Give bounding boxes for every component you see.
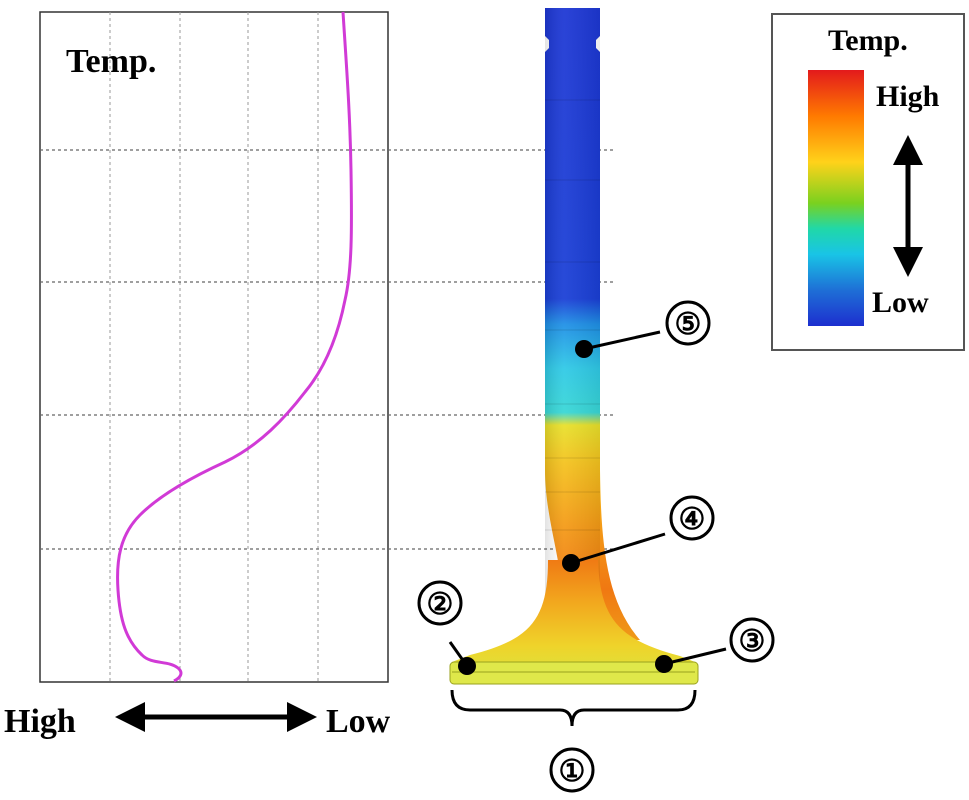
legend-color-bar xyxy=(808,70,864,326)
plot-frame xyxy=(39,11,389,683)
callout-1: ① xyxy=(549,747,595,793)
temperature-legend: Temp. High Low xyxy=(771,13,965,351)
legend-high-label: High xyxy=(876,80,940,113)
legend-title: Temp. xyxy=(828,24,908,57)
callout-4: ④ xyxy=(669,495,715,541)
legend-frame xyxy=(771,13,965,351)
temperature-plot: Temp. High Low xyxy=(4,11,615,740)
callout-2: ② xyxy=(417,580,463,626)
temperature-curve xyxy=(116,11,353,683)
engine-valve: ⑤ ④ ② ③ ① xyxy=(417,8,775,793)
valve-seat xyxy=(449,661,699,685)
legend-low-label: Low xyxy=(872,286,929,319)
x-axis-high-label: High xyxy=(4,703,76,740)
svg-text:⑤: ⑤ xyxy=(675,308,702,341)
svg-text:③: ③ xyxy=(739,625,766,658)
svg-text:④: ④ xyxy=(679,503,706,536)
x-axis-low-label: Low xyxy=(326,703,391,740)
callout-5: ⑤ xyxy=(665,300,711,346)
head-brace xyxy=(450,689,697,727)
svg-text:①: ① xyxy=(559,755,586,788)
callout-3: ③ xyxy=(729,617,775,663)
plot-title: Temp. xyxy=(66,43,156,80)
svg-text:②: ② xyxy=(427,588,454,621)
plot-vertical-grid xyxy=(109,12,319,682)
valve-head xyxy=(452,560,695,682)
